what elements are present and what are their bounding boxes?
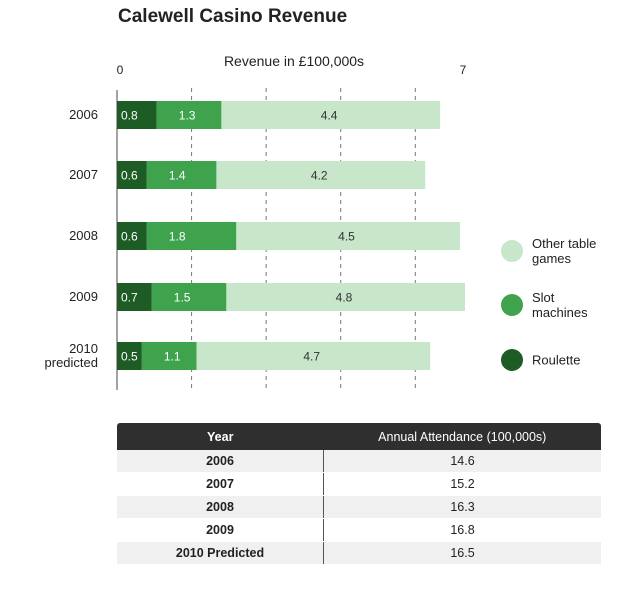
bar-value-label: 1.3 bbox=[179, 109, 196, 123]
bar-value-label: 0.8 bbox=[121, 109, 138, 123]
bar-value-label: 1.4 bbox=[169, 169, 186, 183]
category-label: predicted bbox=[45, 355, 98, 370]
table-cell-attendance: 14.6 bbox=[323, 450, 601, 473]
bar-segment bbox=[151, 283, 227, 311]
category-label: 2007 bbox=[69, 167, 98, 182]
table-cell-attendance: 15.2 bbox=[323, 472, 601, 496]
table-header-year: Year bbox=[117, 423, 324, 450]
table-cell-year: 2007 bbox=[117, 472, 324, 496]
bar-segment bbox=[236, 222, 461, 250]
bar-segment bbox=[117, 222, 147, 250]
table-cell-year: 2010 Predicted bbox=[117, 541, 324, 565]
bar-value-label: 4.5 bbox=[338, 230, 355, 244]
bar-segment bbox=[226, 283, 465, 311]
legend-label: machines bbox=[532, 305, 588, 320]
table-cell-attendance: 16.5 bbox=[323, 541, 601, 565]
bar-value-label: 4.2 bbox=[311, 169, 328, 183]
table-row: 2006 14.6 bbox=[117, 450, 601, 473]
bar-value-label: 0.6 bbox=[121, 230, 138, 244]
bar-value-label: 1.1 bbox=[164, 350, 181, 364]
bar-segment bbox=[146, 222, 237, 250]
table-row: 2007 15.2 bbox=[117, 472, 601, 496]
legend-label: games bbox=[532, 251, 572, 266]
category-label: 2010 bbox=[69, 341, 98, 356]
legend-swatch bbox=[501, 240, 523, 262]
bar-segment bbox=[141, 342, 197, 370]
category-label: 2009 bbox=[69, 289, 98, 304]
legend-swatch bbox=[501, 294, 523, 316]
table-row: 2008 16.3 bbox=[117, 495, 601, 519]
table-cell-attendance: 16.3 bbox=[323, 495, 601, 519]
bar-value-label: 4.4 bbox=[321, 109, 338, 123]
bar-segment bbox=[221, 101, 441, 129]
table-row: 2009 16.8 bbox=[117, 518, 601, 542]
x-axis-title: Revenue in £100,000s bbox=[224, 53, 364, 69]
table-row: 2010 Predicted 16.5 bbox=[117, 541, 601, 565]
legend-swatch bbox=[501, 349, 523, 371]
bar-value-label: 4.7 bbox=[303, 350, 320, 364]
table-cell-year: 2009 bbox=[117, 518, 324, 542]
legend-label: Roulette bbox=[532, 353, 580, 368]
gridlines bbox=[191, 88, 416, 390]
category-label: 2008 bbox=[69, 228, 98, 243]
bar-segment bbox=[117, 101, 157, 129]
table-cell-year: 2006 bbox=[117, 450, 324, 473]
bar-segment bbox=[146, 161, 217, 189]
bar-value-label: 0.5 bbox=[121, 350, 138, 364]
legend-label: Slot bbox=[532, 290, 555, 305]
bar-segment bbox=[156, 101, 222, 129]
stacked-bar-chart: 0.8 1.3 4.4 0.6 1.4 4.2 0.6 1.8 4.5 0.7 1.5 4.8 0.5 1… bbox=[45, 53, 596, 390]
x-tick-label-max: 7 bbox=[460, 63, 467, 77]
attendance-table: Year Annual Attendance (100,000s) 2006 14… bbox=[117, 423, 601, 565]
category-label: 2006 bbox=[69, 107, 98, 122]
table-header-row: Year Annual Attendance (100,000s) bbox=[117, 423, 601, 450]
bar-value-label: 1.8 bbox=[169, 230, 186, 244]
bar-value-label: 1.5 bbox=[174, 291, 191, 305]
table-body: 2006 14.6 2007 15.2 2008 16.3 2009 16.8 2010 Pre… bbox=[117, 450, 601, 565]
chart-title: Calewell Casino Revenue bbox=[118, 6, 348, 27]
bar-value-label: 0.6 bbox=[121, 169, 138, 183]
bar-segment bbox=[196, 342, 431, 370]
table-header-attendance: Annual Attendance (100,000s) bbox=[323, 423, 601, 450]
legend-label: Other table bbox=[532, 236, 596, 251]
bar-segment bbox=[117, 161, 147, 189]
x-tick-label-min: 0 bbox=[117, 63, 124, 77]
bar-segment bbox=[117, 342, 142, 370]
table-cell-year: 2008 bbox=[117, 495, 324, 519]
table-cell-attendance: 16.8 bbox=[323, 518, 601, 542]
bar-segment bbox=[216, 161, 426, 189]
bar-value-label: 0.7 bbox=[121, 291, 138, 305]
bar-segment bbox=[117, 283, 152, 311]
bar-value-label: 4.8 bbox=[336, 291, 353, 305]
bars: 0.8 1.3 4.4 0.6 1.4 4.2 0.6 1.8 4.5 0.7 1.5 4.8 0.5 1… bbox=[117, 101, 465, 370]
